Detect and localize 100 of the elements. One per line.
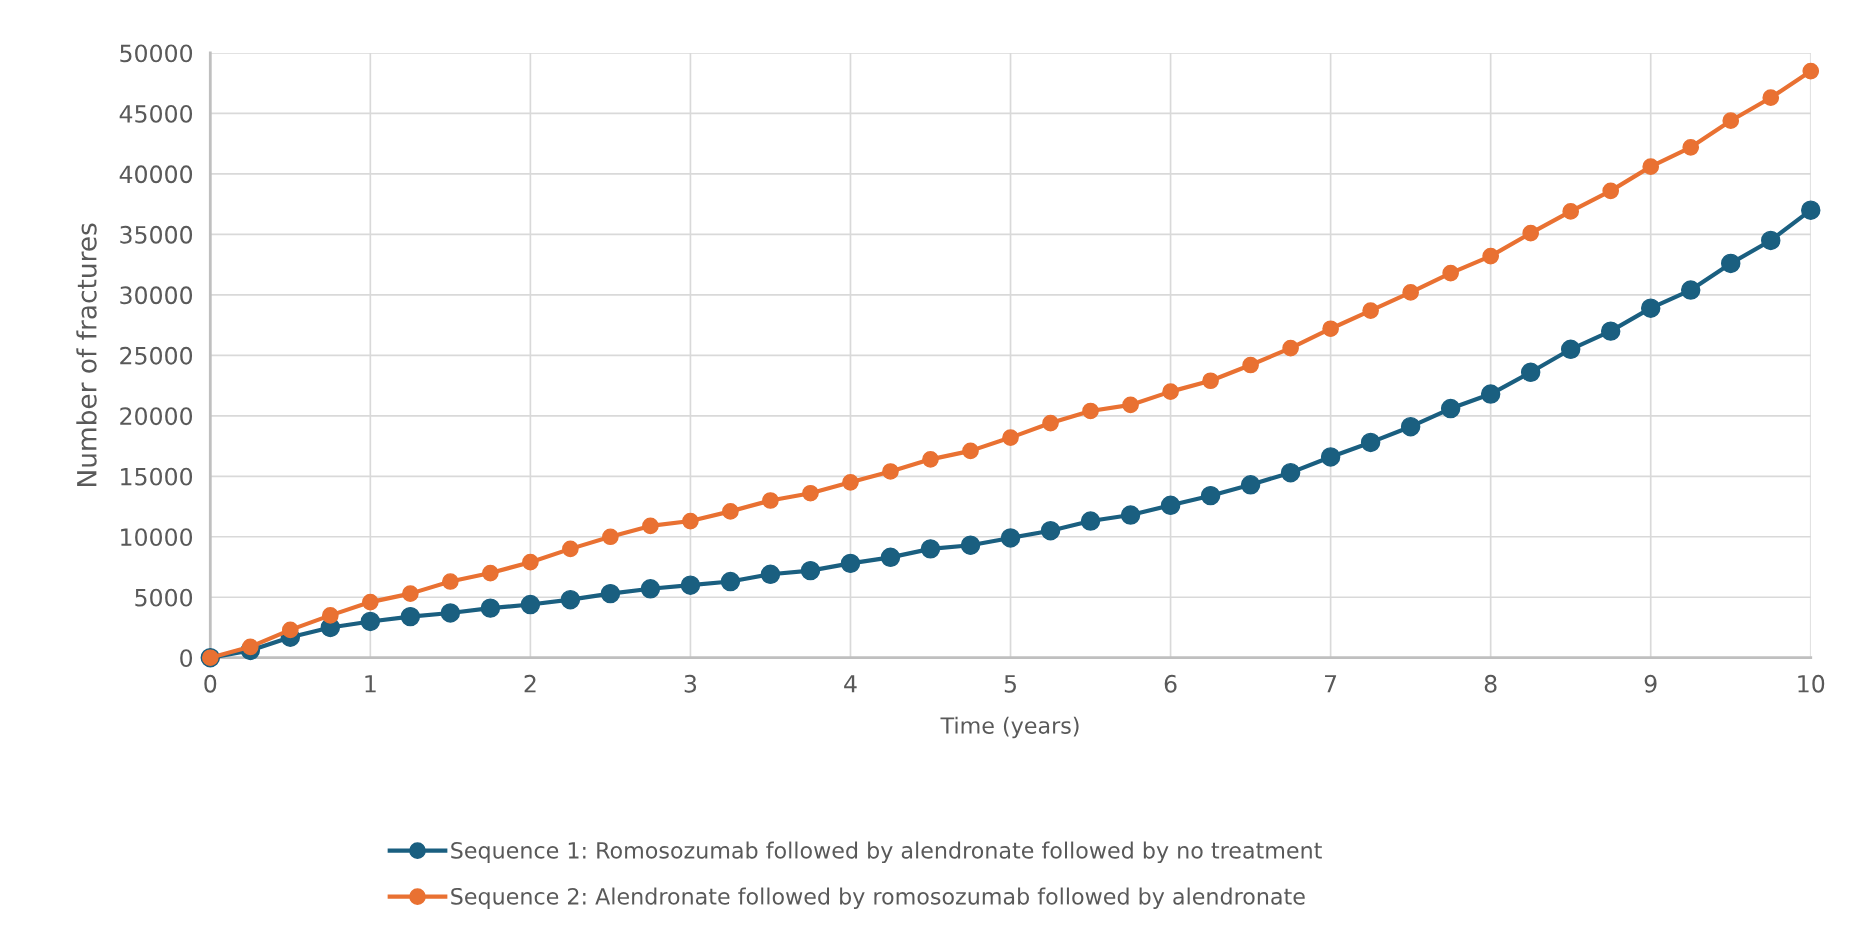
point: [1682, 138, 1700, 156]
point: [1640, 298, 1661, 318]
point: [1042, 414, 1059, 432]
point: [1160, 495, 1181, 516]
point: [1802, 62, 1820, 80]
y-tick-label: 10000: [121, 528, 193, 547]
point: [1400, 416, 1421, 437]
y-tick-label: 35000: [120, 225, 193, 244]
y-tick-label: 0: [180, 649, 193, 668]
point: [1242, 356, 1259, 374]
point: [640, 579, 661, 599]
point: [1801, 200, 1821, 220]
point: [281, 621, 299, 639]
point: [362, 593, 379, 611]
x-tick-label: 6: [1164, 674, 1177, 693]
x-axis-title: Time (years): [940, 716, 1079, 739]
x-tick-label: 4: [844, 675, 857, 693]
point: [960, 535, 981, 555]
point: [1240, 475, 1261, 495]
point: [1562, 203, 1580, 220]
point: [1080, 511, 1101, 531]
point: [1520, 362, 1541, 382]
point: [840, 553, 861, 574]
point: [402, 585, 419, 602]
point: [1522, 224, 1540, 242]
point: [920, 539, 941, 559]
point: [400, 606, 421, 627]
point: [1560, 339, 1581, 360]
y-tick-label: 50000: [120, 44, 193, 63]
point: [880, 547, 901, 568]
point: [1480, 384, 1501, 404]
x-tick-label: 7: [1325, 675, 1337, 693]
point: [1440, 398, 1461, 419]
y-axis-title: Number of fractures: [76, 223, 97, 486]
point: [800, 560, 821, 581]
point: [1122, 396, 1139, 414]
point: [440, 603, 461, 623]
point: [1200, 485, 1221, 506]
point: [682, 512, 699, 530]
point: [1680, 280, 1701, 300]
y-tick-label: 20000: [120, 407, 193, 426]
point: [1322, 320, 1339, 338]
y-tick-label: 40000: [119, 165, 193, 184]
point: [1000, 528, 1021, 548]
point: [522, 553, 539, 571]
point: [642, 517, 659, 535]
point: [720, 571, 741, 592]
point: [1642, 158, 1660, 175]
point: [962, 442, 979, 460]
x-tick-label: 8: [1484, 674, 1497, 693]
point: [1602, 182, 1620, 200]
point: [520, 594, 541, 615]
legend-label: Sequence 2: Alendronate followed by romosozumab followed by alendronate: [451, 887, 1305, 909]
point: [241, 638, 259, 656]
x-tick-label: 10: [1798, 674, 1825, 693]
point: [680, 575, 701, 595]
point: [1762, 89, 1780, 107]
point: [760, 564, 781, 584]
y-tick-label: 5000: [135, 588, 193, 607]
point: [1320, 447, 1341, 467]
point: [1402, 284, 1419, 301]
point: [321, 607, 339, 624]
point: [802, 484, 819, 502]
y-tick-label: 15000: [121, 467, 193, 486]
point: [482, 564, 499, 582]
point: [1282, 339, 1299, 357]
point: [1120, 505, 1141, 525]
point: [1482, 247, 1500, 265]
y-tick-label: 30000: [120, 286, 193, 305]
x-tick-label: 9: [1644, 674, 1657, 693]
point: [762, 492, 779, 509]
x-tick-label: 1: [365, 675, 376, 693]
point: [882, 463, 899, 480]
x-tick-label: 5: [1004, 675, 1016, 693]
point: [602, 528, 619, 546]
point: [1002, 429, 1019, 446]
point: [560, 589, 581, 610]
point: [1721, 253, 1741, 274]
point: [1442, 264, 1459, 282]
point: [1360, 432, 1381, 453]
point: [1280, 462, 1301, 483]
point: [722, 503, 739, 520]
point: [922, 451, 939, 468]
point: [442, 573, 459, 590]
point: [480, 598, 501, 618]
point: [842, 474, 859, 491]
point: [1162, 383, 1179, 400]
point: [1040, 521, 1061, 541]
point: [1761, 230, 1781, 251]
point: [600, 583, 621, 604]
point: [562, 540, 579, 558]
y-tick-label: 25000: [120, 346, 193, 365]
point: [360, 611, 381, 632]
point: [1362, 302, 1379, 319]
x-tick-label: 0: [204, 674, 217, 693]
y-tick-label: 45000: [119, 104, 193, 123]
x-tick-label: 2: [524, 674, 536, 693]
x-tick-label: 3: [684, 674, 697, 693]
point: [1600, 321, 1621, 341]
point: [1202, 372, 1219, 390]
